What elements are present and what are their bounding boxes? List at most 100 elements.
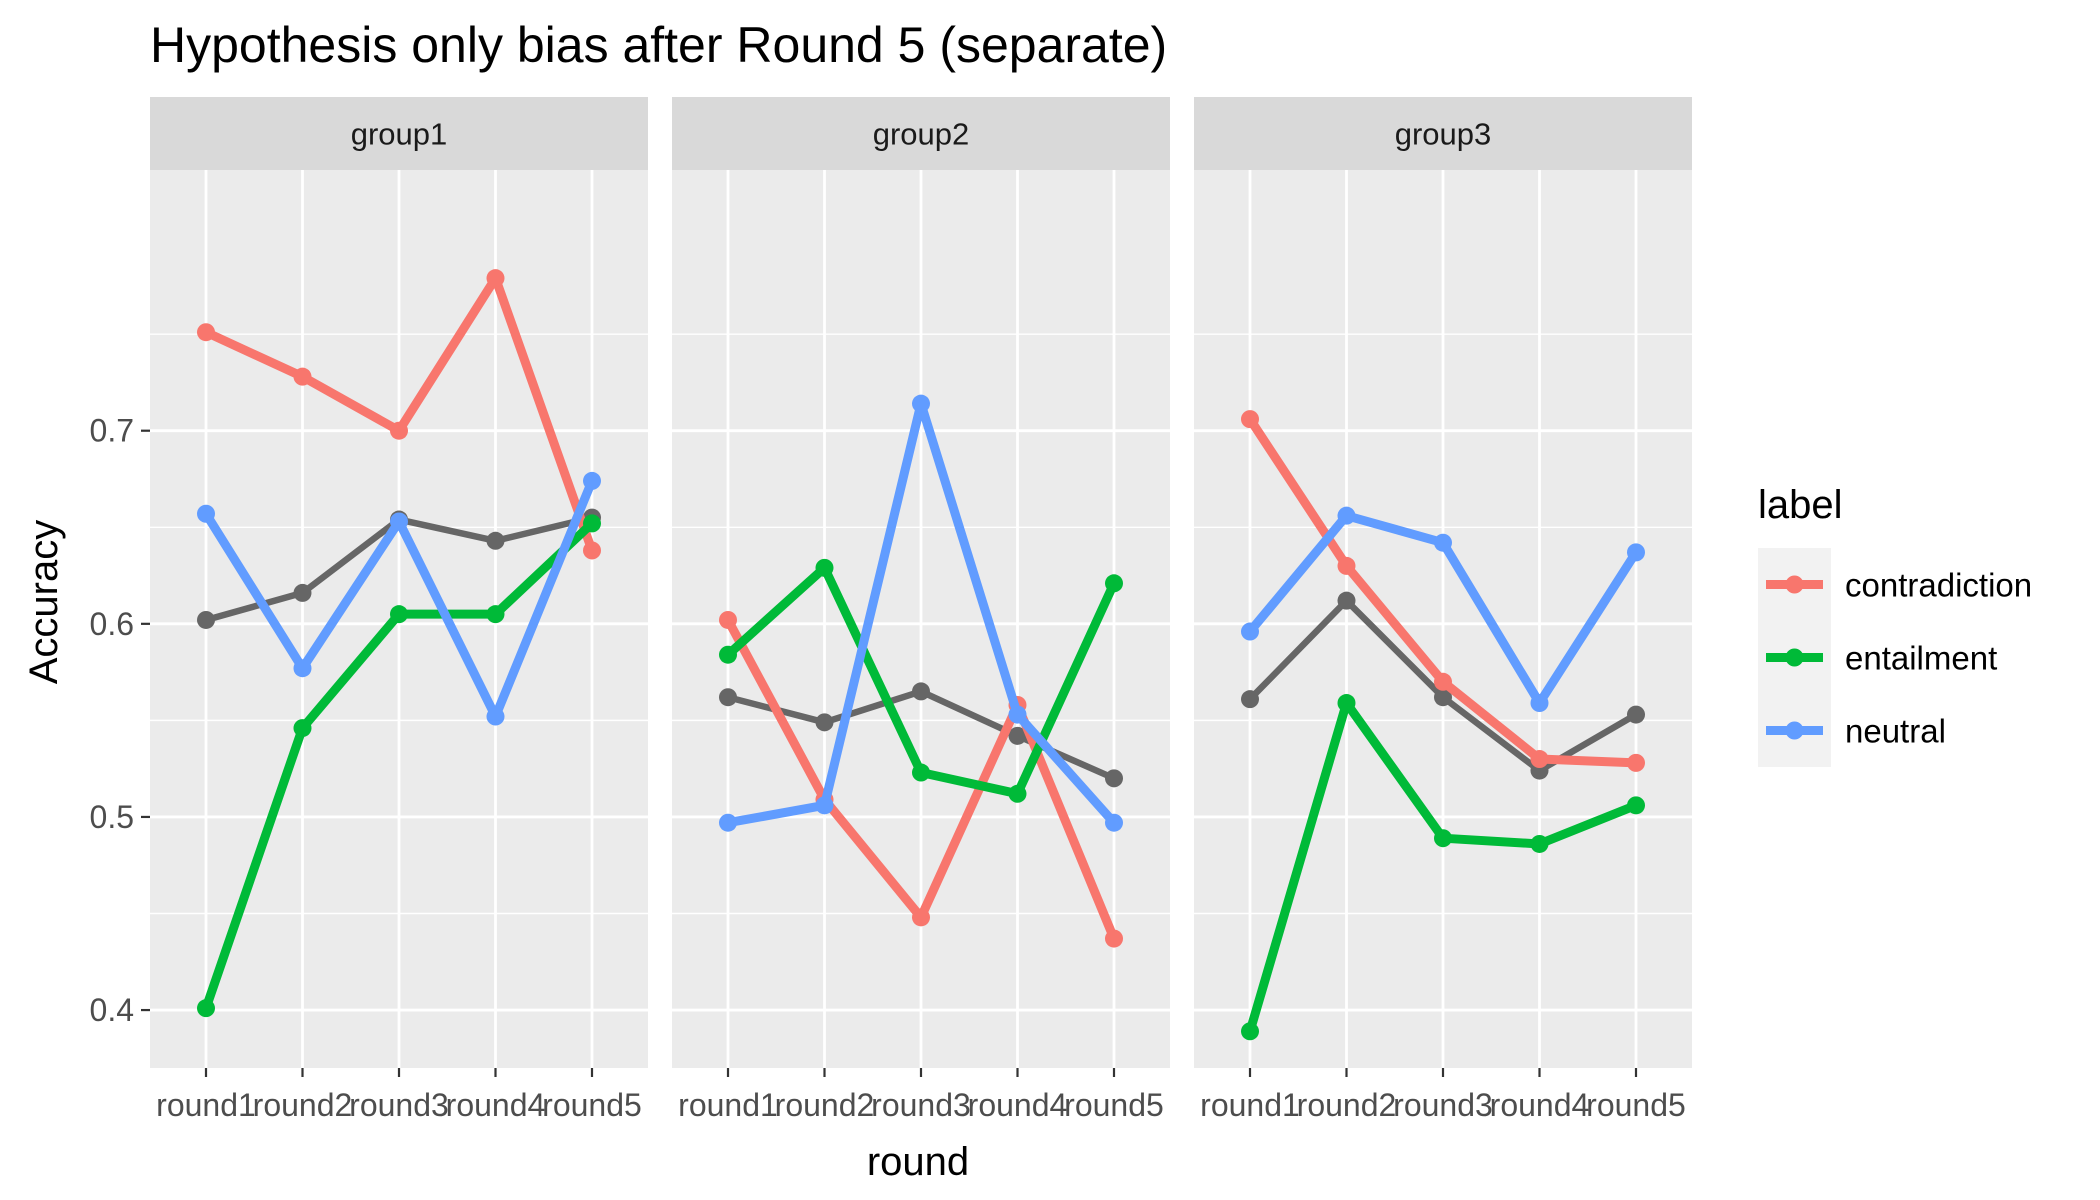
y-tick-label: 0.6	[90, 606, 134, 642]
x-tick-label: round2	[775, 1087, 875, 1123]
x-tick-label: round5	[542, 1087, 642, 1123]
legend: label contradiction entailment neutral	[1758, 483, 2032, 767]
data-point-contradiction	[1105, 929, 1123, 948]
data-point-contradiction	[1337, 556, 1356, 575]
data-point-contradiction	[1434, 672, 1452, 691]
facet-strip	[1194, 97, 1692, 170]
x-tick-label: round4	[1490, 1087, 1590, 1123]
data-point-overall	[486, 531, 505, 550]
data-point-overall	[719, 688, 737, 707]
data-point-entailment	[1434, 829, 1452, 848]
facet-strip-label: group1	[351, 117, 448, 152]
data-point-neutral	[1434, 533, 1452, 552]
data-point-entailment	[912, 763, 930, 782]
facet-strip	[672, 97, 1170, 170]
chart-title: Hypothesis only bias after Round 5 (sepa…	[150, 17, 1167, 73]
x-tick-label: round5	[1064, 1087, 1164, 1123]
x-tick-label: round2	[253, 1087, 353, 1123]
legend-key-point	[1785, 648, 1804, 667]
legend-key-point	[1785, 721, 1804, 740]
data-point-contradiction	[1627, 753, 1645, 772]
data-point-neutral	[719, 813, 737, 832]
legend-items: contradiction entailment neutral	[1758, 548, 2032, 767]
data-point-contradiction	[486, 269, 505, 288]
data-point-entailment	[1008, 784, 1027, 803]
data-point-contradiction	[583, 541, 601, 560]
legend-label: entailment	[1845, 640, 1997, 677]
data-point-neutral	[197, 504, 215, 523]
y-axis-title: Accuracy	[22, 520, 66, 685]
legend-item-entailment: entailment	[1758, 621, 1997, 694]
data-point-neutral	[1105, 813, 1123, 832]
facet-strip	[150, 97, 648, 170]
data-point-entailment	[1627, 796, 1645, 815]
x-axis-title: round	[867, 1140, 969, 1184]
x-tick-label: round4	[446, 1087, 546, 1123]
data-point-contradiction	[912, 908, 930, 927]
y-axis: 0.4 0.5 0.6 0.7	[90, 413, 150, 1028]
x-tick-label: round3	[349, 1087, 449, 1123]
data-point-overall	[293, 583, 312, 602]
data-point-entailment	[293, 719, 312, 738]
data-point-neutral	[815, 796, 834, 815]
data-point-neutral	[1627, 543, 1645, 562]
data-point-overall	[815, 713, 834, 732]
data-point-neutral	[486, 707, 505, 726]
data-point-contradiction	[1241, 410, 1259, 429]
y-tick-label: 0.5	[90, 799, 134, 835]
facet-strip-label: group3	[1395, 117, 1492, 152]
data-point-neutral	[1008, 705, 1027, 724]
data-point-neutral	[1241, 622, 1259, 641]
legend-key-point	[1785, 575, 1804, 594]
data-point-entailment	[1337, 694, 1356, 713]
facet-panels: group1round1round2round3round4round5grou…	[150, 97, 1692, 1123]
data-point-entailment	[1105, 574, 1123, 593]
y-tick-label: 0.4	[90, 992, 134, 1028]
data-point-entailment	[815, 558, 834, 577]
x-tick-label: round5	[1586, 1087, 1686, 1123]
data-point-neutral	[1530, 694, 1549, 713]
data-point-overall	[912, 682, 930, 701]
x-tick-label: round2	[1297, 1087, 1397, 1123]
data-point-overall	[1337, 591, 1356, 610]
data-point-neutral	[390, 512, 408, 531]
x-tick-label: round4	[968, 1087, 1068, 1123]
data-point-contradiction	[293, 367, 312, 386]
y-tick-label: 0.7	[90, 413, 134, 449]
x-tick-label: round1	[678, 1087, 778, 1123]
data-point-neutral	[583, 471, 601, 490]
data-point-contradiction	[719, 610, 737, 629]
data-point-entailment	[390, 605, 408, 624]
x-tick-label: round1	[1200, 1087, 1300, 1123]
data-point-contradiction	[390, 421, 408, 440]
data-point-contradiction	[197, 323, 215, 342]
legend-item-neutral: neutral	[1758, 694, 1946, 767]
x-tick-label: round3	[1393, 1087, 1493, 1123]
data-point-neutral	[912, 394, 930, 413]
data-point-neutral	[1337, 506, 1356, 525]
legend-title: label	[1758, 483, 1843, 527]
data-point-entailment	[1241, 1022, 1259, 1041]
data-point-overall	[197, 610, 215, 629]
data-point-neutral	[293, 659, 312, 678]
x-tick-label: round3	[871, 1087, 971, 1123]
data-point-overall	[1008, 726, 1027, 745]
data-point-overall	[1105, 769, 1123, 788]
data-point-entailment	[719, 645, 737, 664]
data-point-overall	[1241, 690, 1259, 709]
legend-label: contradiction	[1845, 567, 2032, 604]
x-tick-label: round1	[156, 1087, 256, 1123]
legend-item-contradiction: contradiction	[1758, 548, 2032, 621]
data-point-entailment	[197, 999, 215, 1018]
data-point-overall	[1434, 688, 1452, 707]
data-point-entailment	[1530, 834, 1549, 853]
data-point-entailment	[486, 605, 505, 624]
data-point-overall	[1627, 705, 1645, 724]
legend-label: neutral	[1845, 713, 1946, 750]
facet-strip-label: group2	[873, 117, 970, 152]
data-point-entailment	[583, 514, 601, 533]
